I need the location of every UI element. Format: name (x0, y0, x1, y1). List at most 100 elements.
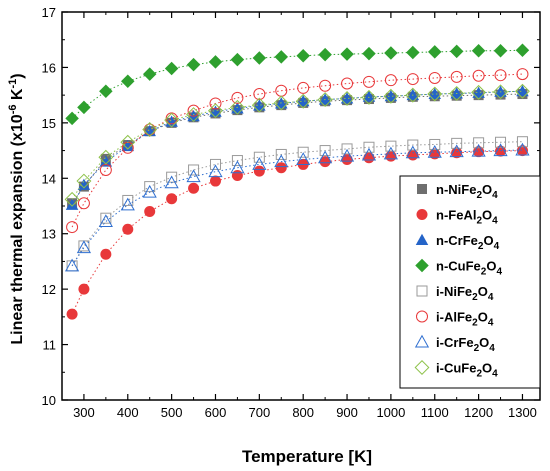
data-point (361, 89, 377, 105)
y-tick-label: 15 (42, 116, 56, 131)
data-point (65, 111, 79, 126)
data-point (516, 85, 529, 97)
data-point (296, 94, 310, 107)
data-point (209, 97, 222, 110)
data-point (449, 44, 464, 59)
data-point (121, 139, 135, 152)
data-point (253, 151, 265, 163)
data-point (384, 46, 398, 60)
series-line (71, 49, 523, 119)
data-point (405, 145, 420, 159)
legend-marker (416, 209, 428, 220)
x-tick-label: 700 (248, 405, 270, 420)
series-i-crfe (64, 142, 530, 272)
data-point (450, 87, 463, 99)
data-point (471, 44, 486, 58)
y-axis-label-main: Linear thermal expansion (x10 (9, 114, 26, 344)
data-point (295, 93, 311, 109)
data-point (144, 206, 156, 218)
data-point (76, 173, 92, 189)
legend-marker (414, 334, 430, 348)
series-line (71, 150, 523, 315)
data-point (274, 154, 289, 168)
data-point (340, 92, 354, 104)
x-tick-label: 500 (161, 405, 183, 420)
legend-label-sub: 2 (474, 343, 480, 354)
legend: n-NiFe2O4 n-FeAl2O4 n-CrFe2O4 n-CuFe2O4 i-Ni… (399, 175, 541, 389)
data-point (428, 71, 441, 84)
legend-label: i-CrFe2O4 (436, 335, 495, 354)
legend-marker (417, 184, 427, 194)
data-point (164, 112, 180, 128)
x-tick-label: 900 (336, 405, 358, 420)
legend-item: n-CuFe2O4 (415, 259, 502, 278)
data-point (363, 141, 375, 153)
legend-label-main: n-CuFe (436, 259, 481, 274)
legend-item: n-FeAl2O4 (416, 208, 498, 227)
data-point (428, 87, 442, 100)
data-point (495, 136, 507, 148)
data-point (64, 191, 80, 207)
legend-label-mid: O (482, 208, 492, 223)
data-point (384, 90, 398, 102)
data-point (187, 104, 200, 117)
data-point (428, 45, 442, 59)
data-point (229, 99, 245, 115)
x-tick-label: 1300 (508, 405, 537, 420)
data-point (122, 194, 134, 206)
series-n-cufe (65, 43, 530, 126)
data-point (362, 75, 375, 88)
x-axis-ticks: 300 400 500 600 700 800 900 1000 1100 1200 1300 (73, 12, 537, 420)
data-point (493, 84, 508, 100)
data-point (230, 160, 245, 174)
data-point (361, 147, 377, 161)
legend-label-mid: O (482, 361, 492, 376)
x-tick-label: 1000 (376, 405, 405, 420)
data-point (494, 85, 507, 97)
data-point (383, 146, 398, 160)
legend-label: n-CuFe2O4 (436, 259, 502, 278)
legend-label: i-NiFe2O4 (436, 284, 494, 303)
legend-marker (414, 360, 430, 375)
data-point (340, 47, 354, 61)
legend-label-main: i-NiFe (436, 284, 472, 299)
data-point (142, 184, 157, 198)
data-point (449, 144, 464, 158)
data-point (252, 157, 267, 170)
data-point (363, 152, 375, 164)
data-point (164, 61, 179, 76)
legend-item: n-NiFe2O4 (417, 182, 498, 201)
legend-item: n-CrFe2O4 (415, 233, 500, 252)
series-line (71, 73, 523, 228)
data-point (406, 88, 420, 101)
data-point (427, 86, 443, 102)
data-point (164, 175, 179, 189)
legend-marker (416, 285, 428, 297)
legend-item: i-CuFe2O4 (414, 360, 498, 380)
data-point (252, 51, 267, 65)
data-point (208, 164, 223, 178)
data-point (473, 137, 485, 149)
data-point (231, 91, 244, 104)
legend-label-mid: O (483, 233, 493, 248)
data-point (100, 248, 112, 260)
data-point (99, 84, 113, 99)
data-point (166, 193, 178, 205)
y-tick-label: 11 (43, 338, 57, 353)
data-point (120, 134, 136, 150)
data-point (471, 143, 486, 157)
legend-label-main: i-AlFe (436, 310, 472, 325)
series-line (71, 90, 523, 200)
data-point (318, 150, 333, 164)
legend-label-sub: 2 (478, 241, 484, 252)
series-line (71, 149, 523, 267)
data-point (186, 57, 201, 72)
data-point (385, 140, 397, 152)
legend-marker (416, 310, 428, 323)
y-axis-label-exp2: -1 (7, 79, 19, 89)
data-point (98, 214, 113, 228)
data-point (384, 74, 397, 87)
legend-marker (415, 258, 429, 273)
data-point (471, 84, 487, 100)
